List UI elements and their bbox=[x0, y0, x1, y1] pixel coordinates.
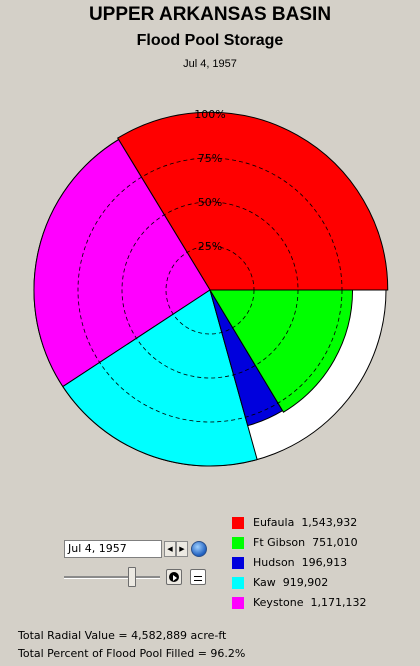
time-slider-thumb[interactable] bbox=[128, 567, 136, 587]
time-slider-track[interactable] bbox=[64, 576, 160, 579]
ring-label-100: 100% bbox=[194, 108, 225, 121]
legend-label: Keystone bbox=[253, 596, 304, 609]
globe-icon[interactable] bbox=[191, 541, 207, 557]
legend-swatch bbox=[232, 597, 244, 609]
next-date-button[interactable]: ▶ bbox=[176, 541, 188, 557]
wedge-keystone bbox=[33, 138, 211, 388]
ring-75 bbox=[77, 157, 343, 423]
ring-label-50: 50% bbox=[198, 196, 222, 209]
legend-label: Eufaula bbox=[253, 516, 295, 529]
legend-swatch bbox=[232, 577, 244, 589]
total-percent-filled: Total Percent of Flood Pool Filled = 96.… bbox=[18, 647, 246, 660]
legend-label: Kaw bbox=[253, 576, 276, 589]
legend-value: 1,171,132 bbox=[310, 596, 367, 609]
legend-swatch bbox=[232, 537, 244, 549]
date-field[interactable]: Jul 4, 1957 bbox=[64, 540, 162, 558]
legend-swatch bbox=[232, 557, 244, 569]
ring-label-75: 75% bbox=[198, 152, 222, 165]
prev-date-button[interactable]: ◀ bbox=[164, 541, 176, 557]
ring-50 bbox=[121, 201, 299, 379]
legend-swatch bbox=[232, 517, 244, 529]
wedge-ft-gibson bbox=[209, 289, 354, 413]
chart-date: Jul 4, 1957 bbox=[183, 58, 237, 70]
ring-25 bbox=[165, 245, 255, 335]
chart-title: UPPER ARKANSAS BASIN bbox=[88, 4, 332, 25]
legend-label: Ft Gibson bbox=[253, 536, 306, 549]
legend-value: 1,543,932 bbox=[301, 516, 358, 529]
legend-label: Hudson bbox=[253, 556, 295, 569]
notes-icon[interactable] bbox=[190, 569, 206, 585]
play-button[interactable] bbox=[166, 569, 182, 585]
legend-value: 919,902 bbox=[282, 576, 329, 589]
ring-label-25: 25% bbox=[198, 240, 222, 253]
total-radial-value: Total Radial Value = 4,582,889 acre-ft bbox=[18, 629, 227, 642]
legend-value: 196,913 bbox=[301, 556, 348, 569]
wedge-eufaula bbox=[117, 111, 389, 291]
chart-subtitle: Flood Pool Storage bbox=[136, 32, 284, 49]
legend-value: 751,010 bbox=[312, 536, 358, 549]
polar-area-chart: 25% 50% 75% 100% bbox=[33, 108, 389, 467]
